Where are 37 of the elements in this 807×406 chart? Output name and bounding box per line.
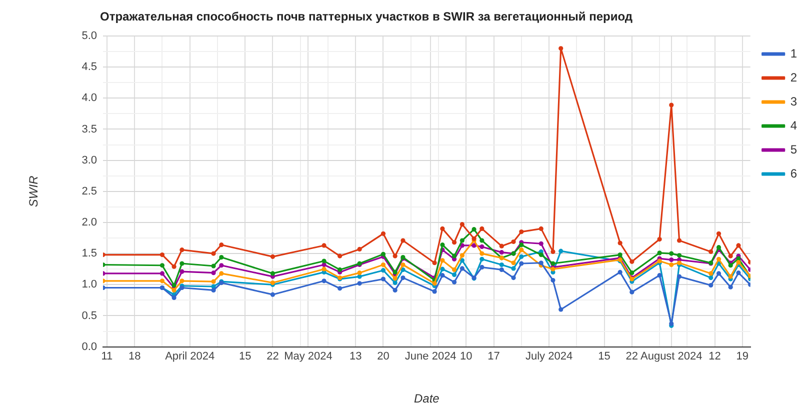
x-tick-label: 17 (488, 350, 500, 362)
y-tick-label: 1.5 (82, 248, 97, 260)
y-tick-label: 3.5 (82, 123, 97, 136)
x-tick-label: July 2024 (525, 350, 573, 362)
y-tick-label: 2.5 (82, 185, 97, 198)
y-tick-label: 4.5 (82, 61, 97, 74)
x-tick-label: 10 (460, 350, 472, 362)
x-tick-label: 22 (626, 350, 638, 362)
x-tick-label: 15 (238, 350, 252, 362)
y-tick-label: 4.0 (82, 92, 97, 104)
legend-label: 2 (790, 70, 798, 84)
x-tick-label: 12 (708, 350, 721, 362)
x-tick-label: 22 (266, 350, 279, 362)
y-tick-label: 3.0 (82, 154, 97, 166)
legend-label: 3 (790, 94, 798, 108)
legend-label: 5 (790, 142, 798, 156)
x-tick-label: August 2024 (640, 350, 702, 362)
y-tick-label: 1.0 (82, 278, 97, 291)
x-tick-label: 11 (101, 350, 113, 362)
y-tick-label: 2.0 (82, 216, 97, 229)
legend-label: 4 (790, 118, 798, 132)
chart-title: Отражательная способность почв паттерных участков в SWIR за вегетационный период (100, 9, 633, 24)
y-tick-label: 5.0 (82, 30, 97, 42)
legend-label: 1 (790, 46, 798, 60)
x-tick-label: June 2024 (404, 350, 456, 362)
x-tick-label: May 2024 (284, 350, 332, 362)
x-tick-label: 13 (349, 350, 362, 362)
x-axis-title: Date (414, 391, 440, 406)
x-tick-label: 20 (377, 350, 390, 362)
x-tick-label: 19 (736, 350, 749, 362)
x-tick-label: 18 (128, 350, 141, 362)
y-tick-label: 0.5 (82, 310, 97, 322)
x-tick-label: 15 (598, 350, 610, 362)
y-axis-title: SWIR (26, 175, 40, 208)
legend-label: 6 (790, 166, 798, 180)
y-tick-label: 0.0 (82, 340, 97, 353)
x-tick-label: April 2024 (165, 350, 215, 362)
